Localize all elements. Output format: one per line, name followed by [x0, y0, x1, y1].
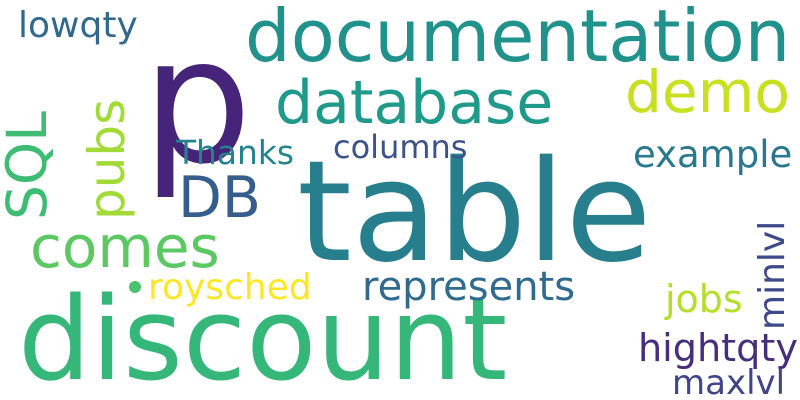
word-lowqty: lowqty: [18, 5, 138, 46]
word-demo: demo: [625, 58, 790, 126]
word-roysched: roysched: [148, 267, 312, 308]
dot-mark: [129, 281, 141, 293]
word-pubs: pubs: [78, 98, 136, 220]
word-database: database: [275, 68, 554, 138]
word-hightqty: hightqty: [638, 327, 798, 371]
word-thanks: Thanks: [176, 134, 294, 172]
word-db: DB: [178, 165, 261, 231]
word-columns: columns: [333, 128, 468, 166]
word-documentation: documentation: [245, 0, 791, 78]
word-represents: represents: [362, 264, 576, 310]
word-maxlvl: maxlvl: [672, 363, 786, 400]
word-table: table: [297, 131, 652, 294]
word-jobs: jobs: [665, 277, 743, 321]
word-example: example: [633, 133, 793, 176]
word-discount: discount: [18, 273, 508, 400]
word-comes: comes: [30, 213, 220, 281]
word-p: p: [142, 0, 252, 202]
word-minlvl: minlvl: [752, 220, 793, 330]
word-sql: SQL: [0, 111, 59, 220]
